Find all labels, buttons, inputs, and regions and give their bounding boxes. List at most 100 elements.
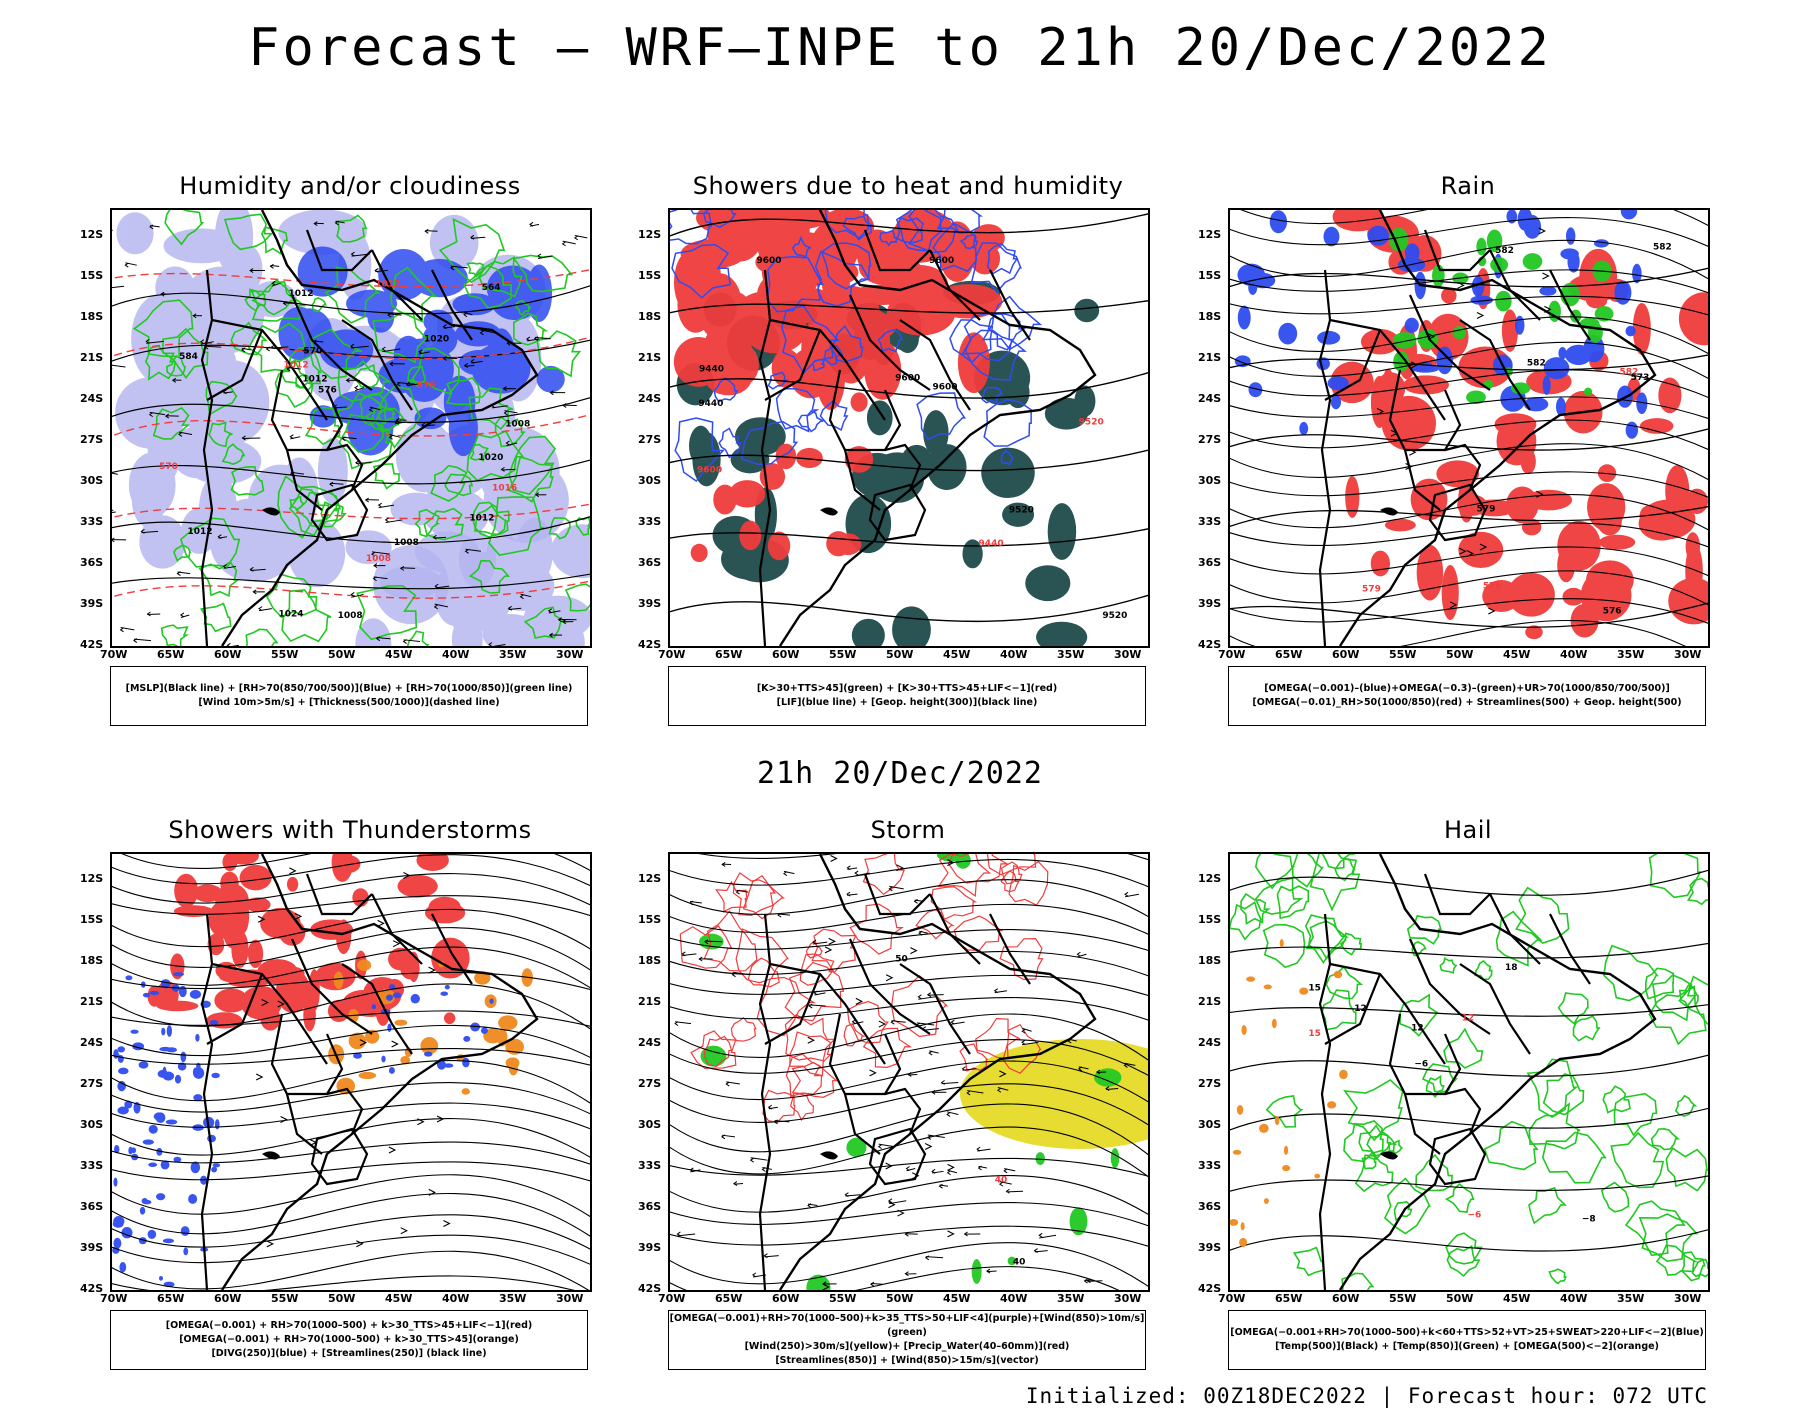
lon-tick-label: 40W: [442, 1292, 469, 1305]
lat-tick-label: 15S: [80, 913, 103, 926]
contour-label: 1020: [424, 334, 449, 344]
main-title: Forecast — WRF–INPE to 21h 20/Dec/2022: [0, 18, 1800, 78]
lon-tick-label: 50W: [1446, 648, 1473, 661]
lon-tick-label: 30W: [556, 1292, 583, 1305]
contour-label: 9600: [932, 383, 957, 393]
contour-label: 9600: [895, 374, 920, 384]
contour-label: 1012: [288, 289, 313, 299]
lat-tick-label: 12S: [638, 872, 661, 885]
contour-label: 1012: [469, 514, 494, 524]
legend-line: [OMEGA(−0.001) + RH>70(1000–500) + k>30_…: [111, 1333, 587, 1347]
contour-label: 573: [1631, 373, 1650, 383]
lon-tick-label: 55W: [1389, 1292, 1416, 1305]
contour-label: 582: [1653, 243, 1672, 253]
lon-tick-label: 50W: [328, 648, 355, 661]
lat-tick-label: 39S: [638, 1241, 661, 1254]
lon-tick-label: 60W: [772, 648, 799, 661]
lat-tick-label: 12S: [638, 228, 661, 241]
contour-label: 12: [1462, 1013, 1475, 1023]
lon-tick-label: 70W: [100, 1292, 127, 1305]
lat-tick-label: 12S: [80, 872, 103, 885]
lon-tick-label: 30W: [1674, 1292, 1701, 1305]
lat-tick-label: 15S: [1198, 913, 1221, 926]
lon-tick-label: 50W: [886, 1292, 913, 1305]
lat-tick-label: 36S: [1198, 1200, 1221, 1213]
lon-tick-label: 35W: [1617, 648, 1644, 661]
lon-tick-label: 35W: [499, 1292, 526, 1305]
lat-tick-label: 12S: [1198, 872, 1221, 885]
lat-tick-label: 39S: [80, 597, 103, 610]
contour-label: 579: [1477, 505, 1496, 515]
lat-tick-label: 33S: [1198, 515, 1221, 528]
lon-tick-label: 60W: [1332, 1292, 1359, 1305]
lon-tick-label: 35W: [499, 648, 526, 661]
contour-label: 1008: [366, 554, 391, 564]
temp-850-green: [1230, 854, 1708, 1290]
lat-tick-label: 18S: [638, 954, 661, 967]
contour-label: 582: [1527, 358, 1546, 368]
panel-title: Hail: [1228, 816, 1708, 844]
legend-box: [K>30+TTS>45](green) + [K>30+TTS>45+LIF<…: [668, 666, 1146, 726]
legend-line: [Wind 10m>5m/s] + [Thickness(500/1000)](…: [111, 696, 587, 710]
lat-tick-label: 18S: [80, 310, 103, 323]
lon-tick-label: 55W: [829, 648, 856, 661]
contour-label: 9600: [757, 256, 782, 266]
lat-tick-label: 27S: [1198, 433, 1221, 446]
lat-tick-label: 30S: [80, 474, 103, 487]
lon-tick-label: 70W: [658, 1292, 685, 1305]
contour-label: 9600: [929, 256, 954, 266]
lat-tick-label: 39S: [638, 597, 661, 610]
contour-label: 1020: [478, 453, 503, 463]
panel-title: Storm: [668, 816, 1148, 844]
lon-tick-label: 30W: [1674, 648, 1701, 661]
contour-label: 9520: [1102, 611, 1127, 621]
lon-tick-label: 55W: [271, 1292, 298, 1305]
panel-title: Humidity and/or cloudiness: [110, 172, 590, 200]
panel-title: Showers with Thunderstorms: [110, 816, 590, 844]
lat-tick-label: 24S: [638, 1036, 661, 1049]
legend-box: [OMEGA(−0.001+RH>70(1000–500)+k<60+TTS>5…: [1228, 1310, 1706, 1370]
lon-tick-label: 70W: [658, 648, 685, 661]
lon-tick-label: 35W: [1057, 1292, 1084, 1305]
lon-tick-label: 60W: [1332, 648, 1359, 661]
lon-tick-label: 60W: [214, 648, 241, 661]
contour-label: 9520: [1009, 505, 1034, 515]
lat-tick-label: 36S: [638, 1200, 661, 1213]
lat-tick-label: 21S: [1198, 995, 1221, 1008]
contour-label: 50: [895, 954, 908, 964]
legend-line: [Temp(500)](Black) + [Temp(850)](Green) …: [1229, 1340, 1705, 1354]
lat-tick-label: 18S: [1198, 954, 1221, 967]
contour-label: 1008: [338, 611, 363, 621]
lat-tick-label: 27S: [638, 1077, 661, 1090]
legend-line: [K>30+TTS>45](green) + [K>30+TTS>45+LIF<…: [669, 682, 1145, 696]
lon-tick-label: 35W: [1057, 648, 1084, 661]
contour-label: 12: [1411, 1023, 1424, 1033]
legend-box: [OMEGA(−0.001) + RH>70(1000–500) + k>30_…: [110, 1310, 588, 1370]
lon-tick-label: 70W: [100, 648, 127, 661]
lat-tick-label: 21S: [638, 351, 661, 364]
lon-tick-label: 30W: [556, 648, 583, 661]
lat-tick-label: 18S: [80, 954, 103, 967]
lat-tick-label: 15S: [1198, 269, 1221, 282]
footer-init-info: Initialized: 00Z18DEC2022 | Forecast hou…: [1026, 1384, 1708, 1408]
lon-tick-label: 30W: [1114, 648, 1141, 661]
lon-tick-label: 55W: [271, 648, 298, 661]
contour-label: 18: [1505, 963, 1518, 973]
contour-label: 40: [995, 1176, 1008, 1186]
lat-tick-label: 21S: [638, 995, 661, 1008]
legend-line: [OMEGA(−0.001)–(blue)+OMEGA(−0.3)–(green…: [1229, 682, 1705, 696]
contour-label: 9440: [979, 539, 1004, 549]
lat-tick-label: 33S: [638, 515, 661, 528]
lon-tick-label: 65W: [715, 648, 742, 661]
lat-tick-label: 15S: [638, 269, 661, 282]
lat-tick-label: 33S: [1198, 1159, 1221, 1172]
omega-500-orange: [1230, 939, 1348, 1247]
lon-tick-label: 45W: [1503, 648, 1530, 661]
contour-label: 1012: [302, 374, 327, 384]
lat-tick-label: 39S: [80, 1241, 103, 1254]
lat-tick-label: 24S: [638, 392, 661, 405]
contour-label: 1016: [492, 484, 517, 494]
lat-tick-label: 27S: [80, 1077, 103, 1090]
